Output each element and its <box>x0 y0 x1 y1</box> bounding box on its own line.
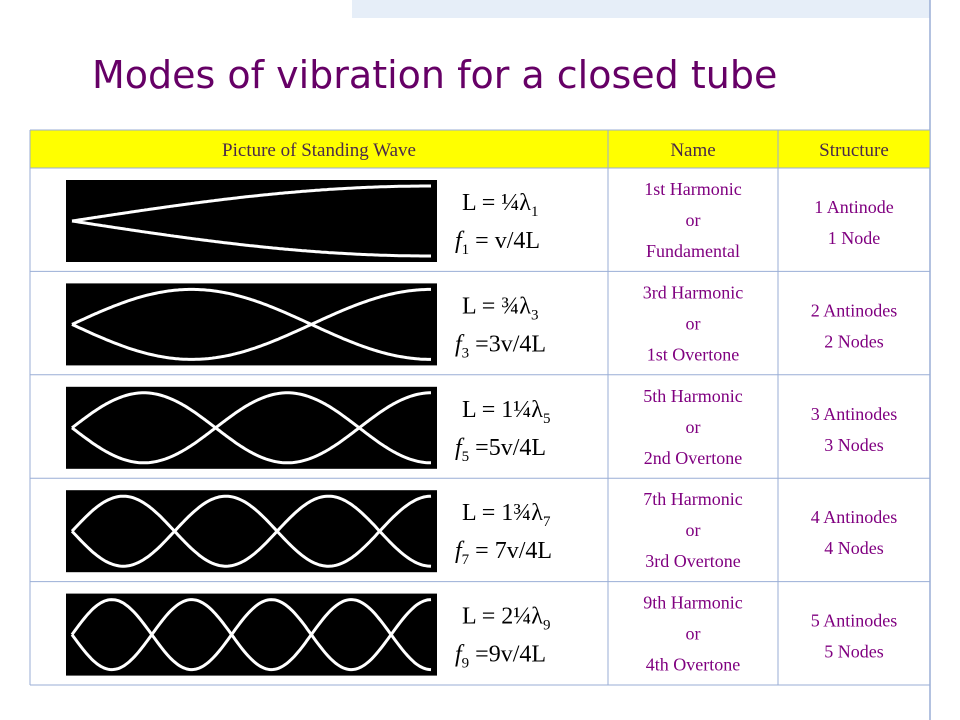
freq-formula: f7 = 7v/4L <box>455 538 552 568</box>
wave-box <box>66 386 437 469</box>
length-text: L = ¼λ <box>462 190 531 216</box>
wave-curve <box>71 287 431 361</box>
name-line: or <box>686 313 701 333</box>
name-line: 4th Overtone <box>646 655 740 675</box>
wave-curve <box>70 598 432 672</box>
freq-sub: 5 <box>462 449 470 465</box>
freq-symbol: f <box>455 642 465 668</box>
length-formula: L = ¼λ1 <box>462 190 538 220</box>
name-line: or <box>686 417 701 437</box>
length-sub: 5 <box>543 411 551 427</box>
length-sub: 1 <box>531 204 539 220</box>
name-line: 7th Harmonic <box>643 489 742 509</box>
freq-rest: = v/4L <box>469 228 540 254</box>
freq-formula: f5 =5v/4L <box>455 435 546 465</box>
wave-curve <box>70 494 432 568</box>
freq-symbol: f <box>455 331 465 357</box>
name-line: or <box>686 210 701 230</box>
wave-curve <box>71 391 431 465</box>
name-line: 3rd Overtone <box>645 551 740 571</box>
freq-formula: f3 =3v/4L <box>455 331 546 361</box>
name-line: or <box>686 624 701 644</box>
freq-sub: 3 <box>462 345 470 361</box>
header-cell: Picture of Standing Wave <box>222 140 416 161</box>
structure-line: 2 Nodes <box>824 331 884 351</box>
decor-band <box>352 0 930 18</box>
structure-line: 1 Node <box>828 228 881 248</box>
wave-curve <box>70 494 432 568</box>
freq-formula: f1 = v/4L <box>455 228 540 258</box>
length-sub: 7 <box>543 514 551 530</box>
name-line: 2nd Overtone <box>644 448 742 468</box>
structure-line: 3 Antinodes <box>811 404 898 424</box>
freq-rest: = 7v/4L <box>469 538 552 564</box>
wave-curve <box>71 391 431 465</box>
name-line: or <box>686 520 701 540</box>
structure-line: 2 Antinodes <box>811 300 898 320</box>
wave-curve <box>71 287 431 361</box>
header-cell: Structure <box>819 140 889 161</box>
wave-box <box>66 490 437 573</box>
length-text: L = 2¼λ <box>462 604 543 630</box>
length-formula: L = 2¼λ9 <box>462 604 550 634</box>
length-formula: L = ¾λ3 <box>462 293 538 323</box>
structure-line: 4 Antinodes <box>811 507 898 527</box>
name-line: 3rd Harmonic <box>643 282 743 302</box>
wave-curve <box>70 598 432 672</box>
structure-line: 5 Antinodes <box>811 611 898 631</box>
freq-sub: 9 <box>462 656 470 672</box>
name-line: 5th Harmonic <box>643 386 742 406</box>
freq-rest: =9v/4L <box>469 642 546 668</box>
freq-sub: 1 <box>462 242 470 258</box>
name-line: 1st Overtone <box>647 344 739 364</box>
length-text: L = 1¼λ <box>462 397 543 423</box>
freq-symbol: f <box>455 435 465 461</box>
length-formula: L = 1¾λ7 <box>462 500 551 530</box>
freq-symbol: f <box>455 538 465 564</box>
length-text: L = 1¾λ <box>462 500 543 526</box>
name-line: Fundamental <box>646 241 740 261</box>
length-sub: 9 <box>543 618 551 634</box>
name-line: 1st Harmonic <box>644 179 741 199</box>
length-formula: L = 1¼λ5 <box>462 397 550 427</box>
structure-line: 4 Nodes <box>824 538 884 558</box>
structure-line: 1 Antinode <box>814 197 894 217</box>
length-sub: 3 <box>531 307 539 323</box>
freq-sub: 7 <box>462 552 470 568</box>
wave-box <box>66 180 437 262</box>
name-line: 9th Harmonic <box>643 593 742 613</box>
header-row <box>30 130 930 168</box>
freq-rest: =5v/4L <box>469 435 546 461</box>
wave-box <box>66 593 437 676</box>
header-cell: Name <box>670 140 715 161</box>
length-text: L = ¾λ <box>462 293 531 319</box>
freq-rest: =3v/4L <box>469 331 546 357</box>
wave-curve <box>71 219 431 258</box>
wave-curve <box>71 184 431 223</box>
freq-symbol: f <box>455 228 465 254</box>
structure-line: 3 Nodes <box>824 435 884 455</box>
structure-line: 5 Nodes <box>824 642 884 662</box>
freq-formula: f9 =9v/4L <box>455 642 546 672</box>
title: Modes of vibration for a closed tube <box>92 53 777 97</box>
